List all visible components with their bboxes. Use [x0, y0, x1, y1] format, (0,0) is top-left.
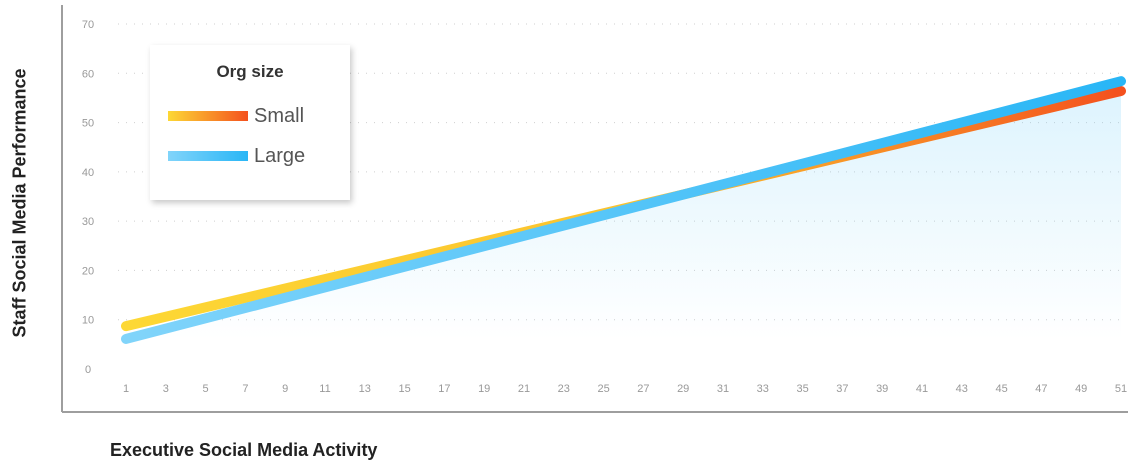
- legend-label-large: Large: [254, 144, 306, 167]
- legend-label-small: Small: [254, 104, 305, 127]
- series-lines: [121, 76, 1126, 344]
- y-tick-label-40: 40: [82, 167, 94, 179]
- y-tick-labels: 0 10 20 30 40 50 60 70: [82, 19, 94, 376]
- x-tick-label-15: 15: [398, 383, 410, 395]
- x-tick-label-43: 43: [956, 383, 968, 395]
- legend-item-large[interactable]: Large: [168, 144, 305, 168]
- x-tick-label-23: 23: [558, 383, 570, 395]
- x-tick-label-17: 17: [438, 383, 450, 395]
- x-tick-label-47: 47: [1035, 383, 1047, 395]
- legend: Org size Small Large: [150, 45, 350, 200]
- axes: [61, 5, 1128, 413]
- x-axis-label: Executive Social Media Activity: [110, 440, 378, 460]
- x-tick-label-19: 19: [478, 383, 490, 395]
- x-tick-label-37: 37: [836, 383, 848, 395]
- x-tick-label-3: 3: [163, 383, 169, 395]
- x-tick-label-7: 7: [242, 383, 248, 395]
- x-tick-label-41: 41: [916, 383, 928, 395]
- x-tick-label-5: 5: [203, 383, 209, 395]
- y-tick-label-50: 50: [82, 118, 94, 130]
- y-tick-label-10: 10: [82, 315, 94, 327]
- x-tick-label-33: 33: [757, 383, 769, 395]
- x-tick-label-25: 25: [597, 383, 609, 395]
- x-tick-label-9: 9: [282, 383, 288, 395]
- y-tick-label-30: 30: [82, 216, 94, 228]
- legend-swatch-small: [168, 111, 248, 121]
- y-tick-label-60: 60: [82, 68, 94, 80]
- x-tick-label-49: 49: [1075, 383, 1087, 395]
- x-tick-labels: 1 3 5 7 9 11 13 15 17 19 21 23 25 27 29 31 33 35 37 39 41 43 4…: [123, 383, 1127, 395]
- legend-swatch-large: [168, 151, 248, 161]
- y-tick-label-70: 70: [82, 19, 94, 31]
- y-tick-label-0: 0: [85, 364, 91, 376]
- x-tick-label-13: 13: [359, 383, 371, 395]
- x-tick-label-29: 29: [677, 383, 689, 395]
- x-tick-label-1: 1: [123, 383, 129, 395]
- x-tick-label-11: 11: [319, 383, 330, 395]
- y-axis-label: Staff Social Media Performance: [9, 68, 30, 338]
- x-tick-label-35: 35: [796, 383, 808, 395]
- x-tick-label-45: 45: [995, 383, 1007, 395]
- legend-title: Org size: [216, 62, 284, 81]
- series-line-large: [121, 76, 1126, 344]
- x-tick-label-21: 21: [518, 383, 530, 395]
- x-tick-label-51: 51: [1115, 383, 1127, 395]
- y-tick-label-20: 20: [82, 265, 94, 277]
- legend-item-small[interactable]: Small: [168, 104, 304, 128]
- x-tick-label-39: 39: [876, 383, 888, 395]
- x-tick-label-31: 31: [717, 383, 729, 395]
- x-tick-label-27: 27: [637, 383, 649, 395]
